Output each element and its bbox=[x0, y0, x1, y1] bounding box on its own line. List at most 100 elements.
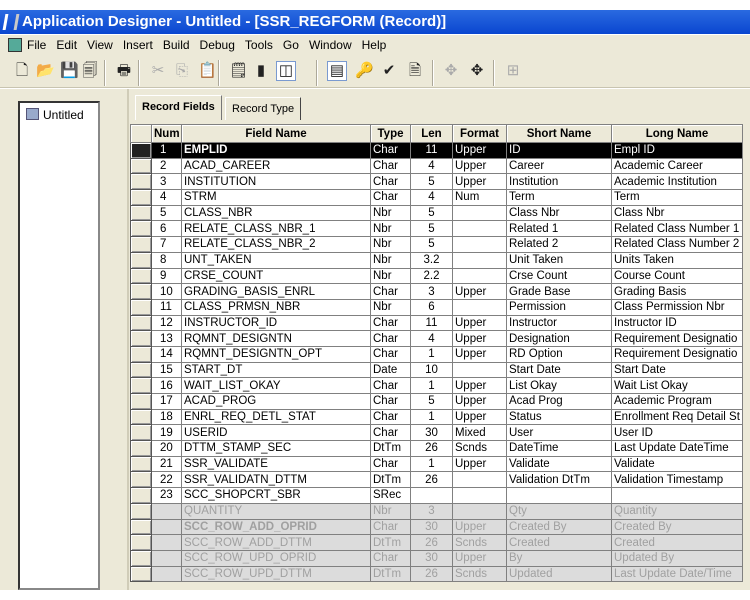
field-row[interactable]: 17 ACAD_PROG Char 5 Upper Acad Prog Academic P… bbox=[130, 393, 743, 410]
cell-num: 13 bbox=[151, 330, 182, 347]
print-icon[interactable]: 🖶 bbox=[116, 62, 132, 79]
tab-record-type[interactable]: Record Type bbox=[225, 97, 302, 120]
row-selector[interactable] bbox=[130, 173, 152, 191]
row-selector[interactable] bbox=[130, 298, 152, 316]
field-row[interactable]: 7 RELATE_CLASS_NBR_2 Nbr 5 Related 2 Related … bbox=[130, 236, 743, 253]
column-header-short-name[interactable]: Short Name bbox=[506, 124, 612, 143]
row-selector[interactable] bbox=[130, 393, 152, 410]
field-row[interactable]: 22 SSR_VALIDATN_DTTM DtTm 26 Validation DtTm… bbox=[130, 471, 743, 489]
field-row[interactable]: 12 INSTRUCTOR_ID Char 11 Upper Instructor Inst… bbox=[130, 314, 743, 332]
tree-node-root[interactable]: Untitled bbox=[26, 108, 84, 122]
row-selector[interactable] bbox=[130, 220, 152, 238]
menu-build[interactable]: Build bbox=[162, 38, 190, 52]
field-row[interactable]: 21 SSR_VALIDATE Char 1 Upper Validate Validate bbox=[130, 455, 743, 473]
row-selector[interactable] bbox=[130, 487, 152, 504]
project-tree[interactable]: Untitled bbox=[18, 101, 100, 590]
field-row[interactable]: 3 INSTITUTION Char 5 Upper Institution Academi… bbox=[130, 173, 743, 191]
menu-help[interactable]: Help bbox=[361, 38, 387, 52]
field-row[interactable]: 13 RQMNT_DESIGNTN Char 4 Upper Designation Req… bbox=[130, 330, 743, 347]
row-selector[interactable] bbox=[130, 455, 152, 473]
field-row[interactable]: 20 DTTM_STAMP_SEC DtTm 26 Scnds DateTime Last … bbox=[130, 440, 743, 457]
column-header-format[interactable]: Format bbox=[452, 124, 507, 143]
row-selector[interactable] bbox=[130, 549, 152, 567]
row-selector[interactable] bbox=[130, 471, 152, 489]
row-selector[interactable] bbox=[130, 377, 152, 394]
document-icon[interactable] bbox=[8, 38, 22, 52]
row-selector[interactable] bbox=[130, 314, 152, 332]
row-selector[interactable] bbox=[130, 157, 152, 175]
row-selector[interactable] bbox=[130, 440, 152, 457]
menu-debug[interactable]: Debug bbox=[199, 38, 235, 52]
row-selector[interactable] bbox=[130, 251, 152, 269]
field-row[interactable]: 4 STRM Char 4 Num Term Term bbox=[130, 189, 743, 206]
cell-type: DtTm bbox=[370, 534, 411, 551]
row-selector[interactable] bbox=[130, 330, 152, 347]
row-selector[interactable] bbox=[130, 283, 152, 300]
column-header-len[interactable]: Len bbox=[410, 124, 453, 143]
title-bar[interactable]: Application Designer - Untitled - [SSR_R… bbox=[0, 10, 750, 34]
row-selector[interactable] bbox=[130, 361, 152, 379]
row-selector[interactable] bbox=[130, 502, 152, 520]
project-workspace-icon[interactable]: ◫ bbox=[276, 61, 296, 81]
subrecord-field-row[interactable]: SCC_ROW_ADD_OPRID Char 30 Upper Created By Cr… bbox=[130, 518, 743, 536]
new-icon[interactable]: 🗋 bbox=[15, 62, 29, 79]
menu-tools[interactable]: Tools bbox=[244, 38, 273, 52]
paste-icon[interactable]: 📋 bbox=[198, 62, 217, 79]
subrecord-field-row[interactable]: QUANTITY Nbr 3 Qty Quantity bbox=[130, 502, 743, 520]
field-row[interactable]: 10 GRADING_BASIS_ENRL Char 3 Upper Grade Base… bbox=[130, 283, 743, 300]
row-selector[interactable] bbox=[130, 565, 152, 583]
subrecord-field-row[interactable]: SCC_ROW_ADD_DTTM DtTm 26 Scnds Created Create… bbox=[130, 534, 743, 551]
field-row[interactable]: 6 RELATE_CLASS_NBR_1 Nbr 5 Related 1 Related … bbox=[130, 220, 743, 238]
field-row[interactable]: 15 START_DT Date 10 Start Date Start Date bbox=[130, 361, 743, 379]
pc-display-icon[interactable]: 🗎 bbox=[408, 62, 422, 79]
copy-icon[interactable]: ⎘ bbox=[175, 62, 188, 79]
save-icon[interactable]: 💾 bbox=[60, 62, 79, 79]
row-selector[interactable] bbox=[130, 236, 152, 253]
row-selector[interactable] bbox=[130, 518, 152, 536]
row-selector[interactable] bbox=[130, 189, 152, 206]
row-selector[interactable] bbox=[130, 534, 152, 551]
expand-all-icon[interactable]: ✥ bbox=[444, 62, 458, 79]
collapse-all-icon[interactable]: ✥ bbox=[470, 62, 484, 79]
row-selector[interactable] bbox=[130, 424, 152, 442]
field-row[interactable]: 9 CRSE_COUNT Nbr 2.2 Crse Count Course Count bbox=[130, 267, 743, 285]
column-header-num[interactable]: Num bbox=[151, 124, 182, 143]
field-display-icon[interactable]: ▤ bbox=[327, 61, 347, 81]
definition-properties-icon[interactable]: 🗒 bbox=[229, 62, 249, 79]
row-selector[interactable] bbox=[130, 267, 152, 285]
field-row[interactable]: 18 ENRL_REQ_DETL_STAT Char 1 Upper Status Enro… bbox=[130, 408, 743, 426]
menu-edit[interactable]: Edit bbox=[56, 38, 78, 52]
menu-file[interactable]: File bbox=[27, 38, 47, 52]
field-row[interactable]: 5 CLASS_NBR Nbr 5 Class Nbr Class Nbr bbox=[130, 204, 743, 222]
edits-display-icon[interactable]: ✔ bbox=[382, 62, 396, 79]
tab-record-fields[interactable]: Record Fields bbox=[135, 95, 222, 120]
menu-window[interactable]: Window bbox=[308, 38, 352, 52]
subrecord-field-row[interactable]: SCC_ROW_UPD_OPRID Char 30 Upper By Updated By bbox=[130, 549, 743, 567]
row-selector[interactable] bbox=[130, 408, 152, 426]
field-row[interactable]: 23 SCC_SHOPCRT_SBR SRec bbox=[130, 487, 743, 504]
menu-view[interactable]: View bbox=[87, 38, 113, 52]
column-header-type[interactable]: Type bbox=[370, 124, 411, 143]
save-all-icon[interactable]: 🗐 bbox=[82, 62, 98, 79]
subrecord-field-row[interactable]: SCC_ROW_UPD_DTTM DtTm 26 Scnds Updated Last U… bbox=[130, 565, 743, 583]
row-selector[interactable] bbox=[130, 345, 152, 363]
insert-into-project-icon[interactable]: ⊞ bbox=[506, 62, 520, 79]
object-icon[interactable]: ▮ bbox=[256, 62, 266, 79]
field-row[interactable]: 16 WAIT_LIST_OKAY Char 1 Upper List Okay Wait … bbox=[130, 377, 743, 394]
field-row[interactable]: 19 USERID Char 30 Mixed User User ID bbox=[130, 424, 743, 442]
field-row[interactable]: 14 RQMNT_DESIGNTN_OPT Char 1 Upper RD Option R… bbox=[130, 345, 743, 363]
row-selector[interactable] bbox=[130, 204, 152, 222]
field-row[interactable]: 8 UNT_TAKEN Nbr 3.2 Unit Taken Units Taken bbox=[130, 251, 743, 269]
column-header-field-name[interactable]: Field Name bbox=[181, 124, 371, 143]
menu-go[interactable]: Go bbox=[282, 38, 299, 52]
use-display-icon[interactable]: 🔑 bbox=[355, 62, 374, 79]
cut-icon[interactable]: ✂ bbox=[151, 62, 165, 79]
open-icon[interactable]: 📂 bbox=[36, 62, 55, 79]
cell-type: Char bbox=[370, 173, 411, 191]
column-header-long-name[interactable]: Long Name bbox=[611, 124, 743, 143]
field-row[interactable]: 2 ACAD_CAREER Char 4 Upper Career Academic Car… bbox=[130, 157, 743, 175]
field-row[interactable]: 11 CLASS_PRMSN_NBR Nbr 6 Permission Class Per… bbox=[130, 298, 743, 316]
field-row[interactable]: 1 EMPLID Char 11 Upper ID Empl ID bbox=[130, 142, 743, 159]
row-selector[interactable] bbox=[130, 142, 152, 159]
menu-insert[interactable]: Insert bbox=[122, 38, 153, 52]
